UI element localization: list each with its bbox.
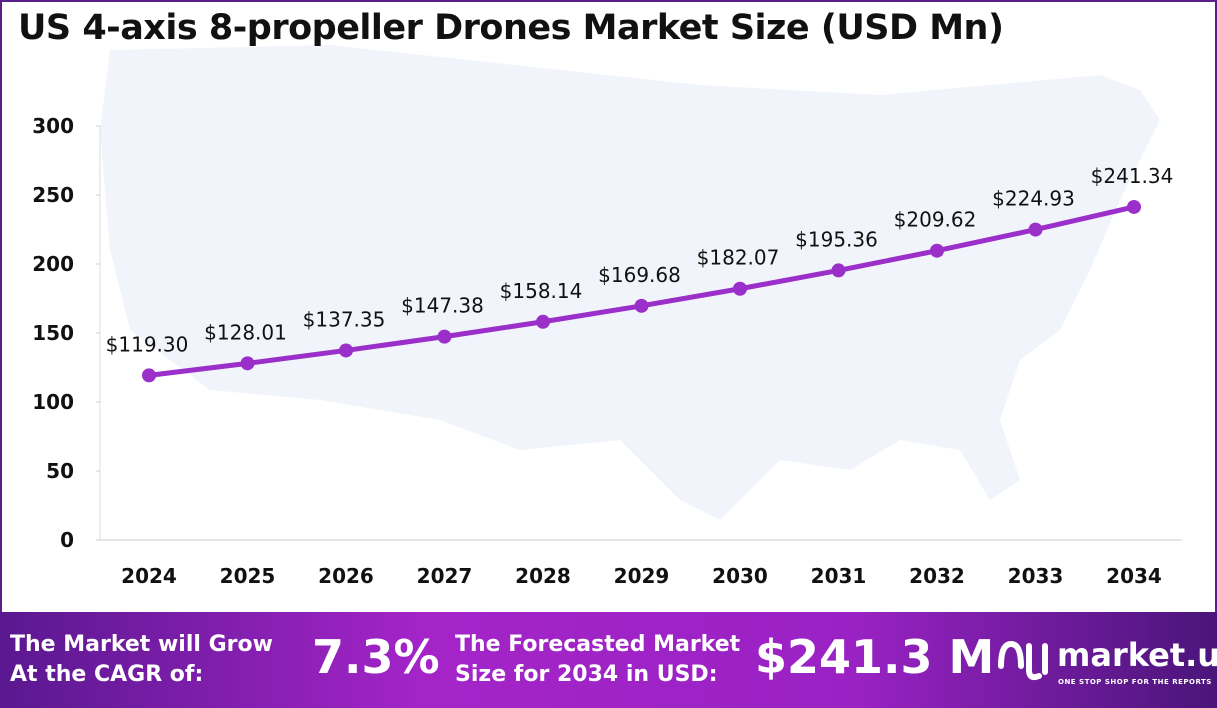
y-tick-label: 0 [60, 528, 74, 552]
data-label: $182.07 [697, 246, 780, 270]
data-label: $224.93 [992, 187, 1075, 211]
data-point [1028, 222, 1043, 237]
cagr-label-line2: At the CAGR of: [10, 662, 204, 687]
x-tick-label: 2032 [909, 564, 965, 588]
data-label: $195.36 [795, 227, 878, 251]
cagr-label: The Market will Grow At the CAGR of: [10, 630, 273, 690]
line-chart: 0 50 100 150 200 250 300 2024 2025 2026 2027 2028 20… [32, 45, 1182, 588]
us-map-silhouette [100, 45, 1160, 520]
data-label: $241.34 [1091, 164, 1174, 188]
x-tick-label: 2027 [417, 564, 473, 588]
data-point [339, 343, 353, 358]
forecast-value: $241.3 M [755, 630, 995, 684]
x-tick-label: 2028 [515, 564, 571, 588]
logo-mark-icon [998, 640, 1048, 681]
logo-tagline: ONE STOP SHOP FOR THE REPORTS [1058, 678, 1212, 686]
x-tick-label: 2031 [811, 564, 867, 588]
data-point [831, 263, 846, 278]
data-point [536, 314, 550, 329]
data-point [142, 368, 156, 383]
data-label: $119.30 [106, 332, 189, 356]
x-tick-label: 2024 [121, 564, 177, 588]
footer-banner: The Market will Grow At the CAGR of: 7.3%… [0, 612, 1217, 708]
x-tick-label: 2029 [614, 564, 670, 588]
data-point [930, 243, 944, 258]
data-point [733, 281, 747, 296]
y-tick-label: 100 [32, 390, 74, 414]
data-point [634, 298, 649, 313]
data-label: $147.38 [401, 294, 484, 318]
y-tick-label: 50 [46, 459, 74, 483]
data-point [437, 329, 452, 344]
y-tick-label: 300 [32, 114, 74, 138]
y-tick-label: 250 [32, 183, 74, 207]
y-tick-label: 150 [32, 321, 74, 345]
logo-name: market.us [1057, 636, 1217, 674]
forecast-label-line1: The Forecasted Market [455, 632, 741, 657]
x-tick-label: 2030 [712, 564, 768, 588]
y-tick-label: 200 [32, 252, 74, 276]
data-point [1127, 199, 1141, 214]
data-point [240, 356, 255, 371]
cagr-value: 7.3% [312, 630, 440, 684]
data-label: $169.68 [598, 263, 681, 287]
x-tick-label: 2034 [1106, 564, 1162, 588]
data-label: $137.35 [303, 307, 386, 331]
data-label: $209.62 [894, 208, 977, 232]
data-label: $158.14 [500, 279, 583, 303]
x-tick-label: 2033 [1008, 564, 1064, 588]
forecast-label: The Forecasted Market Size for 2034 in US… [455, 630, 740, 690]
cagr-label-line1: The Market will Grow [10, 632, 273, 657]
forecast-label-line2: Size for 2034 in USD: [455, 662, 718, 687]
x-tick-label: 2026 [318, 564, 374, 588]
data-label: $128.01 [204, 320, 287, 344]
chart-title: US 4-axis 8-propeller Drones Market Size… [18, 8, 1004, 48]
x-tick-label: 2025 [220, 564, 276, 588]
